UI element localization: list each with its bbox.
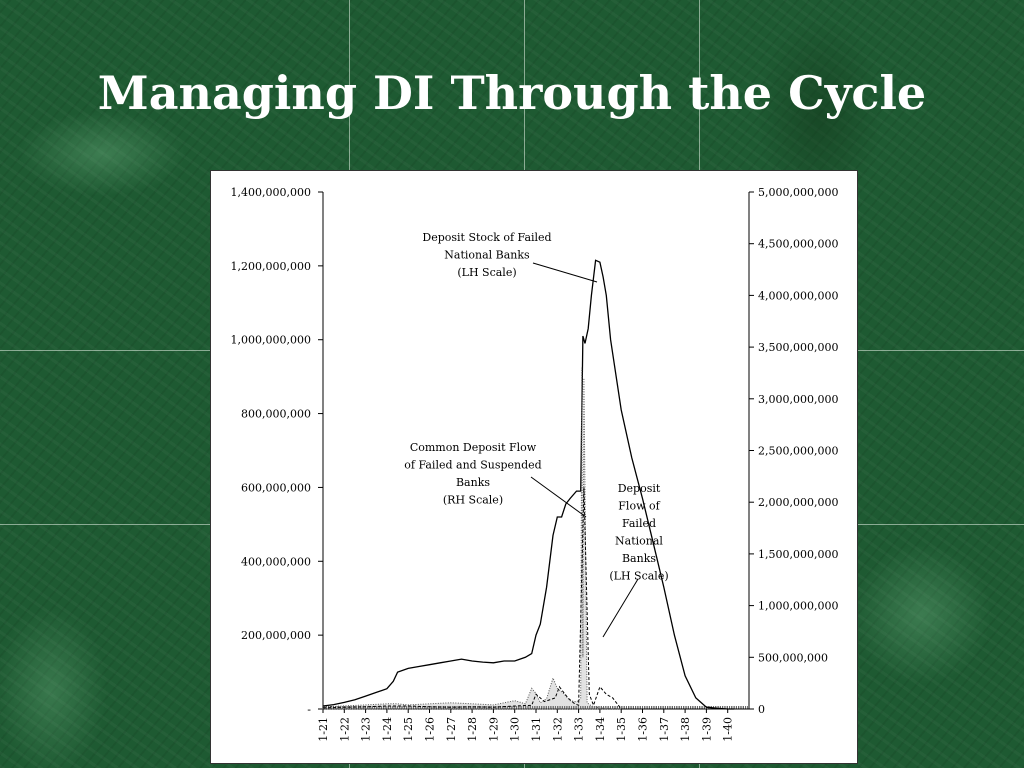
series-label-2: Common Deposit Flow bbox=[410, 441, 537, 454]
x-tick-label: 1-39 bbox=[700, 717, 713, 742]
series-label-3: Deposit bbox=[618, 482, 661, 495]
series-label-1: National Banks bbox=[444, 249, 530, 262]
x-tick-label: 1-31 bbox=[530, 717, 543, 742]
series-label-3: Failed bbox=[622, 517, 656, 530]
left-tick-label: 600,000,000 bbox=[241, 481, 311, 494]
chart-panel: - 200,000,000 400,000,000 600,000,000 800,00… bbox=[210, 170, 858, 764]
x-tick-label: 1-21 bbox=[317, 717, 330, 742]
series-label-3: National bbox=[615, 535, 663, 548]
x-tick-label: 1-24 bbox=[381, 717, 394, 742]
series-line-2 bbox=[322, 367, 622, 710]
x-tick-label: 1-27 bbox=[445, 717, 458, 742]
x-tick-label: 1-30 bbox=[509, 717, 522, 742]
left-tick-label: 400,000,000 bbox=[241, 555, 311, 568]
series-label-3: (LH Scale) bbox=[609, 570, 668, 583]
series-label-2: of Failed and Suspended bbox=[404, 459, 541, 472]
x-tick-label: 1-25 bbox=[402, 717, 415, 742]
series-line-3 bbox=[322, 487, 622, 710]
right-tick-label: 1,500,000,000 bbox=[758, 548, 838, 561]
x-tick-label: 1-28 bbox=[466, 717, 479, 742]
x-tick-label: 1-34 bbox=[594, 717, 607, 742]
x-tick-label: 1-29 bbox=[487, 717, 500, 742]
x-tick-label: 1-23 bbox=[360, 717, 373, 742]
series-label-1: Deposit Stock of Failed bbox=[422, 231, 551, 244]
series-line-1 bbox=[322, 259, 735, 710]
right-tick-label: 3,500,000,000 bbox=[758, 341, 838, 354]
series-leader-2 bbox=[530, 476, 587, 518]
series-label-1: (LH Scale) bbox=[457, 266, 516, 279]
x-tick-label: 1-33 bbox=[573, 717, 586, 742]
x-tick-label: 1-35 bbox=[615, 717, 628, 742]
right-tick-label: 1,000,000,000 bbox=[758, 600, 838, 613]
left-tick-label: 1,400,000,000 bbox=[231, 186, 311, 199]
right-tick-label: 500,000,000 bbox=[758, 651, 828, 664]
left-tick-label: - bbox=[307, 703, 311, 716]
x-tick-label: 1-37 bbox=[658, 717, 671, 742]
x-tick-label: 1-22 bbox=[338, 717, 351, 742]
right-tick-label: 4,500,000,000 bbox=[758, 238, 838, 251]
right-tick-label: 5,000,000,000 bbox=[758, 186, 838, 199]
left-tick-label: 1,200,000,000 bbox=[231, 260, 311, 273]
x-tick-label: 1-26 bbox=[424, 717, 437, 742]
right-tick-label: 4,000,000,000 bbox=[758, 289, 838, 302]
right-tick-label: 3,000,000,000 bbox=[758, 393, 838, 406]
left-tick-label: 200,000,000 bbox=[241, 629, 311, 642]
x-tick-label: 1-36 bbox=[637, 717, 650, 742]
right-tick-label: 2,000,000,000 bbox=[758, 496, 838, 509]
x-tick-label: 1-40 bbox=[722, 717, 735, 742]
x-tick-label: 1-32 bbox=[551, 717, 564, 742]
left-tick-label: 1,000,000,000 bbox=[231, 334, 311, 347]
series-leader-1 bbox=[532, 262, 598, 283]
right-tick-label: 0 bbox=[758, 703, 765, 716]
series-leader-3 bbox=[602, 578, 639, 638]
slide-title: Managing DI Through the Cycle bbox=[97, 66, 927, 120]
series-label-2: Banks bbox=[456, 476, 490, 489]
right-tick-label: 2,500,000,000 bbox=[758, 445, 838, 458]
left-tick-label: 800,000,000 bbox=[241, 408, 311, 421]
series-label-3: Banks bbox=[622, 552, 656, 565]
series-label-2: (RH Scale) bbox=[443, 494, 503, 507]
x-tick-label: 1-38 bbox=[679, 717, 692, 742]
chart-svg: - 200,000,000 400,000,000 600,000,000 800,00… bbox=[231, 186, 839, 742]
series-label-3: Flow of bbox=[618, 500, 660, 513]
